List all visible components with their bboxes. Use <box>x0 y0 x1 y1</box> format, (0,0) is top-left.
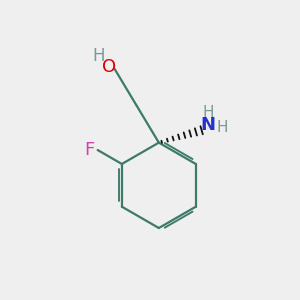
Text: O: O <box>102 58 116 76</box>
Text: N: N <box>200 116 215 134</box>
Text: H: H <box>217 120 229 135</box>
Text: H: H <box>92 47 105 65</box>
Text: F: F <box>84 141 94 159</box>
Text: H: H <box>202 105 214 120</box>
